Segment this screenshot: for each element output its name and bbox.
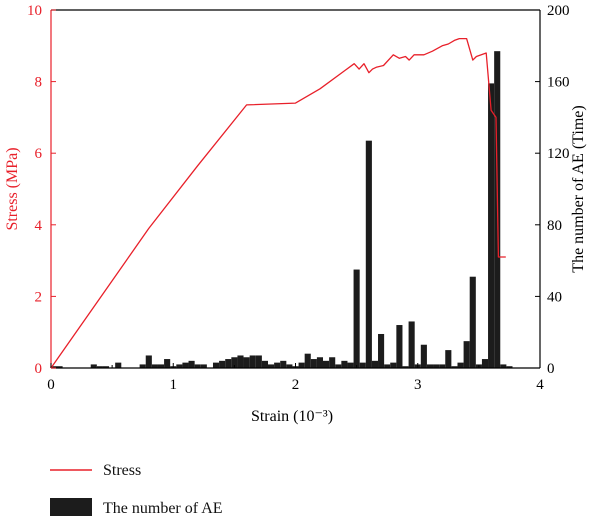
ae-bar [237, 355, 244, 368]
ae-bar [488, 83, 495, 368]
ae-bar [426, 364, 434, 368]
ae-bar [341, 360, 348, 368]
ae-bar [433, 364, 440, 368]
ae-bar [139, 364, 146, 368]
ae-bar [96, 366, 103, 368]
ae-bar [445, 350, 452, 368]
left-tick-label: 8 [35, 75, 43, 91]
x-axis-title: Strain (10⁻³) [251, 408, 333, 425]
legend-stress-label: Stress [103, 462, 141, 479]
ae-bar [396, 325, 403, 368]
right-tick-label: 80 [547, 218, 562, 234]
x-tick-label: 1 [170, 377, 178, 393]
ae-bar [274, 362, 281, 368]
legend-ae-swatch [50, 498, 92, 516]
ae-bar [420, 344, 427, 368]
ae-bar [408, 321, 415, 368]
ae-bar [115, 362, 122, 368]
left-tick-label: 6 [35, 146, 43, 162]
x-tick-label: 4 [536, 377, 544, 393]
ae-bar [481, 359, 489, 368]
ae-bar [451, 366, 458, 368]
x-tick-label: 2 [292, 377, 300, 393]
ae-bar [286, 364, 293, 368]
ae-bar [267, 364, 275, 368]
ae-bar [316, 357, 324, 368]
ae-bars [50, 51, 513, 369]
left-tick-label: 2 [35, 289, 43, 305]
ae-bar [439, 364, 446, 368]
ae-bar [102, 366, 110, 368]
ae-bar [335, 364, 342, 368]
ae-bar [50, 366, 57, 368]
stress-line-group [50, 37, 506, 369]
ae-bar [298, 362, 305, 368]
ae-bar [145, 355, 152, 368]
ae-bar [176, 364, 183, 368]
ae-bar [402, 366, 409, 368]
right-tick-label: 40 [547, 289, 562, 305]
ae-bar [225, 359, 232, 368]
ae-bar [323, 360, 330, 368]
ae-bar [371, 360, 379, 368]
ae-bar [200, 364, 207, 368]
ae-bar [378, 333, 385, 368]
ae-bar [56, 366, 63, 368]
ae-bar [353, 269, 360, 368]
ae-bar [463, 341, 470, 368]
ae-bar [194, 364, 201, 368]
ae-bar [310, 359, 317, 368]
ae-bar [255, 355, 262, 368]
x-tick-label: 0 [47, 377, 55, 393]
right-axis-title: The number of AE (Time) [570, 105, 587, 272]
ae-bar [182, 362, 189, 368]
ae-bar [164, 359, 171, 368]
ae-bar [231, 357, 238, 368]
left-tick-label: 4 [35, 218, 43, 234]
ae-bar [219, 360, 226, 368]
ae-bar [90, 364, 97, 368]
ae-bar [212, 362, 220, 368]
left-axis-title: Stress (MPa) [4, 147, 21, 230]
ae-bar [500, 364, 507, 368]
stress-line [50, 37, 506, 369]
ae-bar [157, 364, 165, 368]
ae-bar [384, 364, 391, 368]
right-tick-label: 0 [547, 361, 555, 377]
left-tick-label: 0 [35, 361, 43, 377]
left-tick-label: 10 [27, 3, 42, 19]
ae-bar [359, 362, 366, 368]
right-tick-label: 200 [547, 3, 570, 19]
ae-bar [329, 357, 336, 368]
legend: Stress The number of AE [50, 462, 223, 517]
ae-bar [261, 360, 268, 368]
ae-bar [390, 362, 397, 368]
ae-bar [280, 360, 287, 368]
ae-bar [188, 360, 195, 368]
ae-bar [347, 362, 354, 368]
ae-bar [151, 364, 158, 368]
ae-bar [469, 276, 476, 368]
ae-bar [457, 362, 464, 368]
right-tick-label: 160 [547, 75, 570, 91]
ae-bar [506, 366, 513, 368]
ae-bar [365, 140, 372, 368]
ae-bar [249, 355, 256, 368]
ae-bar [304, 353, 311, 368]
x-tick-label: 3 [414, 377, 422, 393]
ae-bar [243, 357, 250, 368]
right-tick-label: 120 [547, 146, 570, 162]
legend-ae-label: The number of AE [103, 500, 223, 517]
